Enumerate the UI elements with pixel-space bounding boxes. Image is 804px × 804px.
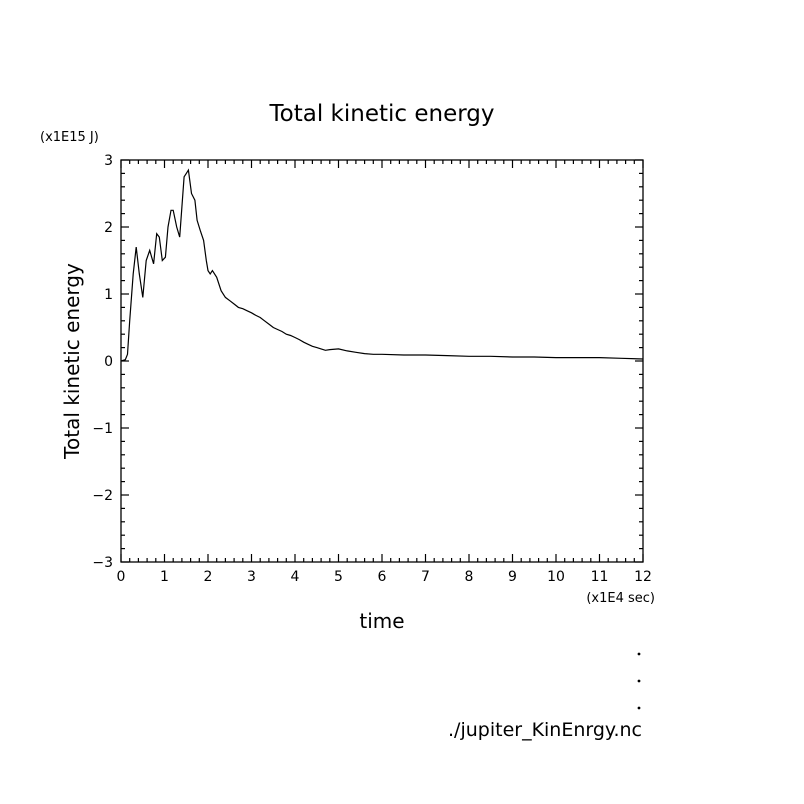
x-tick-label: 1: [160, 569, 169, 585]
x-axis-title: time: [359, 609, 404, 633]
x-unit-label: (x1E4 sec): [586, 591, 655, 606]
series-line: [120, 168, 644, 362]
x-tick-label: 0: [117, 569, 126, 585]
y-tick-label: 2: [104, 220, 113, 236]
y-tick-label: −1: [92, 421, 113, 437]
axis-ticks: [120, 159, 644, 563]
x-tick-label: 4: [291, 569, 300, 585]
y-unit-label: (x1E15 J): [40, 130, 99, 145]
x-tick-label: 3: [247, 569, 256, 585]
marker-dot: [637, 652, 641, 656]
chart-title: Total kinetic energy: [269, 101, 495, 127]
y-tick-label: 3: [104, 153, 113, 169]
x-tick-label: 7: [421, 569, 430, 585]
x-tick-label: 10: [547, 569, 565, 585]
plot-frame: [120, 159, 644, 563]
y-tick-label: 0: [104, 354, 113, 370]
x-tick-label: 8: [465, 569, 474, 585]
y-tick-label: 1: [104, 287, 113, 303]
y-axis-title: Total kinetic energy: [60, 263, 84, 460]
source-file-label: ./jupiter_KinEnrgy.nc: [448, 719, 642, 741]
x-tick-label: 9: [508, 569, 517, 585]
marker-dot: [637, 706, 641, 710]
marker-dot: [637, 679, 641, 683]
y-tick-label: −3: [92, 555, 113, 571]
x-tick-label: 12: [634, 569, 652, 585]
x-tick-label: 11: [591, 569, 609, 585]
marker-dots: [637, 652, 641, 710]
y-tick-label: −2: [92, 488, 113, 504]
x-tick-label: 6: [378, 569, 387, 585]
x-tick-label: 2: [204, 569, 213, 585]
x-tick-label: 5: [334, 569, 343, 585]
